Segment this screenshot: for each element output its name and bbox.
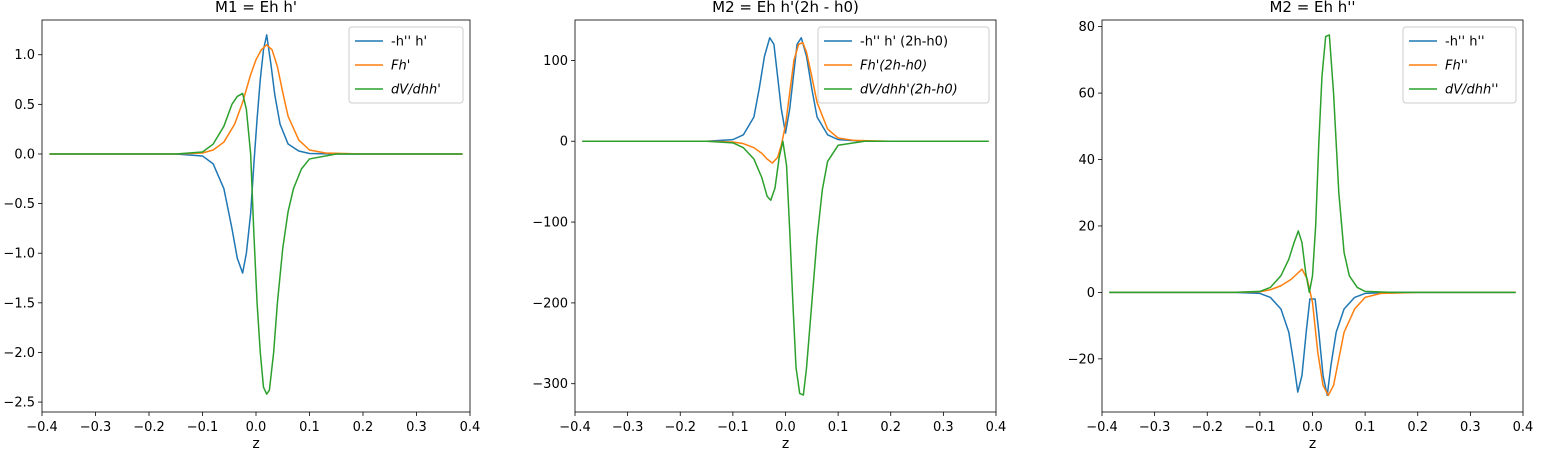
legend-label-3: dV/dhh'(2h-h0) xyxy=(860,83,958,98)
x-axis-label: z xyxy=(1309,436,1316,450)
x-tick-label: 0.4 xyxy=(1513,420,1534,435)
chart-panel-3: M2 = Eh h'' −0.4 −0.3 −0.2 −0.1 0.0 0.1 0.2 0.3 0… xyxy=(1068,0,1534,450)
axes-frame xyxy=(574,19,997,413)
y-tick-label: 100 xyxy=(543,54,568,69)
y-tick-label: 20 xyxy=(1078,219,1095,234)
y-tick-label: 0 xyxy=(1087,286,1095,301)
series-line-1 xyxy=(582,37,989,142)
axes-frame xyxy=(41,19,471,413)
x-tick-label: −0.2 xyxy=(133,420,165,435)
series-line-3 xyxy=(1109,34,1516,294)
y-tick-label: −1.5 xyxy=(3,296,35,311)
chart-title: M2 = Eh h'(2h - h0) xyxy=(712,0,859,16)
series-group xyxy=(1109,34,1516,397)
chart-title: M2 = Eh h'' xyxy=(1269,0,1355,16)
x-tick-label: −0.2 xyxy=(1191,420,1223,435)
x-tick-label: 0.3 xyxy=(1460,420,1481,435)
series-line-2 xyxy=(1109,268,1516,397)
x-tick-label: −0.4 xyxy=(559,420,591,435)
y-tick-label: −2.0 xyxy=(3,346,35,361)
series-group xyxy=(582,37,989,396)
legend-label-2: Fh' xyxy=(391,59,410,74)
x-tick-label: 0.2 xyxy=(1407,420,1428,435)
x-tick-label: 0.2 xyxy=(880,420,901,435)
legend: -h'' h' Fh' dV/dhh' xyxy=(348,26,464,104)
legend-box xyxy=(1402,26,1517,104)
y-tick-label: −1.0 xyxy=(3,247,35,262)
legend: -h'' h' (2h-h0) Fh'(2h-h0) dV/dhh'(2h-h0) xyxy=(817,26,990,104)
series-line-3 xyxy=(49,92,463,395)
x-tick-label: 0.1 xyxy=(299,420,320,435)
x-tick-label: 0.1 xyxy=(828,420,849,435)
x-axis-label: z xyxy=(782,436,789,450)
x-tick-label: 0.4 xyxy=(460,420,481,435)
x-tick-label: 0.2 xyxy=(353,420,374,435)
y-tick-label: 0 xyxy=(560,135,568,150)
y-tick-label: 60 xyxy=(1078,87,1095,102)
legend: -h'' h'' Fh'' dV/dhh'' xyxy=(1402,26,1517,104)
legend-label-2: Fh'(2h-h0) xyxy=(860,59,927,74)
chart-title: M1 = Eh h' xyxy=(215,0,297,16)
x-tick-label: −0.1 xyxy=(187,420,219,435)
y-tick-label: −20 xyxy=(1068,352,1095,367)
x-tick-label: −0.1 xyxy=(1244,420,1276,435)
x-tick-label: −0.4 xyxy=(1086,420,1118,435)
legend-box xyxy=(817,26,990,104)
x-tick-label: −0.3 xyxy=(612,420,644,435)
x-tick-label: −0.3 xyxy=(1139,420,1171,435)
y-tick-label: 40 xyxy=(1078,153,1095,168)
y-tick-label: −2.5 xyxy=(3,396,35,411)
series-line-2 xyxy=(49,44,463,155)
series-line-3 xyxy=(582,140,989,396)
legend-label-3: dV/dhh'' xyxy=(1445,83,1498,98)
x-tick-label: 0.1 xyxy=(1355,420,1376,435)
x-tick-label: −0.2 xyxy=(664,420,696,435)
y-tick-label: 1.0 xyxy=(14,48,35,63)
x-tick-label: 0.0 xyxy=(246,420,267,435)
legend-label-1: -h'' h' xyxy=(391,35,427,50)
x-axis-label: z xyxy=(252,436,259,450)
x-tick-label: 0.3 xyxy=(933,420,954,435)
axes-frame xyxy=(1101,19,1524,413)
series-group xyxy=(49,34,463,395)
legend-label-2: Fh'' xyxy=(1445,59,1468,74)
x-tick-label: −0.4 xyxy=(26,420,58,435)
x-tick-label: −0.1 xyxy=(717,420,749,435)
y-tick-label: 0.5 xyxy=(14,98,35,113)
x-tick-label: 0.4 xyxy=(986,420,1007,435)
legend-box xyxy=(348,26,464,104)
y-tick-label: −0.5 xyxy=(3,197,35,212)
chart-panel-1: M1 = Eh h' −0.4 −0.3 −0.2 −0.1 0.0 0.1 0.2 0.3 0.… xyxy=(3,0,480,450)
legend-label-3: dV/dhh' xyxy=(391,83,441,98)
series-line-2 xyxy=(582,41,989,164)
x-tick-label: 0.3 xyxy=(406,420,427,435)
y-tick-label: 0.0 xyxy=(14,147,35,162)
y-tick-label: 80 xyxy=(1078,20,1095,35)
x-tick-label: 0.0 xyxy=(775,420,796,435)
chart-panel-2: M2 = Eh h'(2h - h0) −0.4 −0.3 −0.2 −0.1 0.0 0.… xyxy=(532,0,1006,450)
x-tick-label: 0.0 xyxy=(1302,420,1323,435)
y-tick-label: −200 xyxy=(532,296,568,311)
y-tick-label: −100 xyxy=(532,216,568,231)
legend-label-1: -h'' h'' xyxy=(1445,35,1485,50)
x-tick-label: −0.3 xyxy=(80,420,112,435)
y-tick-label: −300 xyxy=(532,377,568,392)
legend-label-1: -h'' h' (2h-h0) xyxy=(860,35,948,50)
series-line-1 xyxy=(49,34,463,274)
